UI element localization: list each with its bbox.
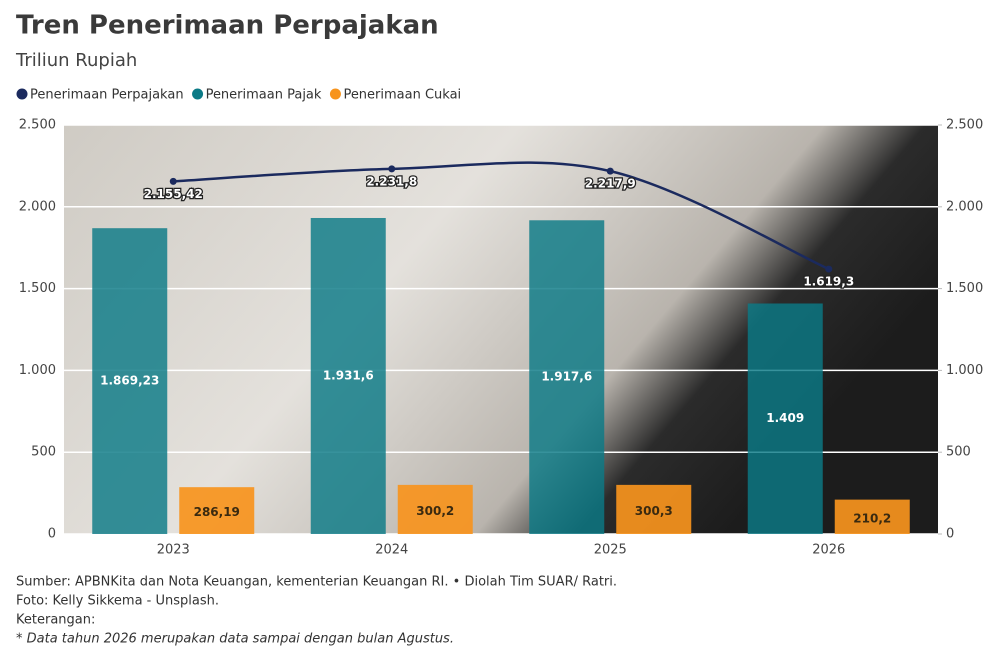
legend-label: Penerimaan Perpajakan xyxy=(30,88,184,103)
bar-value-label: 286,19 xyxy=(194,505,240,519)
y-tick-label: 2.000 xyxy=(19,199,56,214)
bar-value-label: 300,2 xyxy=(416,504,454,518)
y-tick-label: 500 xyxy=(31,445,56,460)
y-tick-label: 0 xyxy=(48,527,56,542)
note: * Data tahun 2026 merupakan data sampai … xyxy=(16,632,454,647)
y-tick-label: 1.000 xyxy=(19,363,56,378)
x-tick-label: 2026 xyxy=(812,543,845,558)
legend-marker xyxy=(329,88,341,100)
legend-label: Penerimaan Cukai xyxy=(343,88,461,103)
x-tick-label: 2025 xyxy=(594,543,627,558)
bar xyxy=(616,484,692,534)
note: Sumber: APBNKita dan Nota Keuangan, keme… xyxy=(16,575,617,590)
x-tick-label: 2023 xyxy=(157,543,190,558)
line-point xyxy=(388,165,396,173)
bar-value-label: 300,3 xyxy=(635,504,673,518)
bar-value-label: 1.869,23 xyxy=(100,374,159,388)
bar xyxy=(92,228,168,534)
bar xyxy=(747,303,823,534)
legend-marker xyxy=(192,88,204,100)
bar xyxy=(397,484,473,534)
bar-value-label: 210,2 xyxy=(853,511,891,525)
line xyxy=(173,161,830,271)
x-tick-label: 2024 xyxy=(375,543,408,558)
note: Foto: Kelly Sikkema - Unsplash. xyxy=(16,594,219,609)
y2-tick-label: 1.000 xyxy=(946,363,983,378)
line-value-label: 2.217,9 xyxy=(585,177,636,191)
legend-label: Penerimaan Pajak xyxy=(206,88,322,103)
line-point xyxy=(169,177,177,185)
line-point xyxy=(606,167,614,175)
bar xyxy=(529,220,605,534)
line-point xyxy=(825,265,833,273)
chart-subtitle: Triliun Rupiah xyxy=(15,50,137,71)
line-value-label: 2.155,42 xyxy=(144,187,203,201)
bar-value-label: 1.931,6 xyxy=(323,368,374,382)
y2-tick-label: 2.500 xyxy=(946,118,983,133)
line-value-label: 2.231,8 xyxy=(366,174,417,188)
chart-title: Tren Penerimaan Perpajakan xyxy=(16,11,439,41)
note: Keterangan: xyxy=(16,613,95,628)
y2-tick-label: 0 xyxy=(946,527,954,542)
y2-tick-label: 1.500 xyxy=(946,281,983,296)
bar xyxy=(834,499,910,534)
bar-value-label: 1.409 xyxy=(766,411,804,425)
bar xyxy=(179,487,255,534)
y2-tick-label: 2.000 xyxy=(946,199,983,214)
y2-tick-label: 500 xyxy=(946,445,971,460)
line-value-label: 1.619,3 xyxy=(803,275,854,289)
y-tick-label: 2.500 xyxy=(19,118,56,133)
bar-value-label: 1.917,6 xyxy=(541,370,592,384)
bar xyxy=(310,217,386,534)
legend-marker xyxy=(16,88,28,100)
y-tick-label: 1.500 xyxy=(19,281,56,296)
